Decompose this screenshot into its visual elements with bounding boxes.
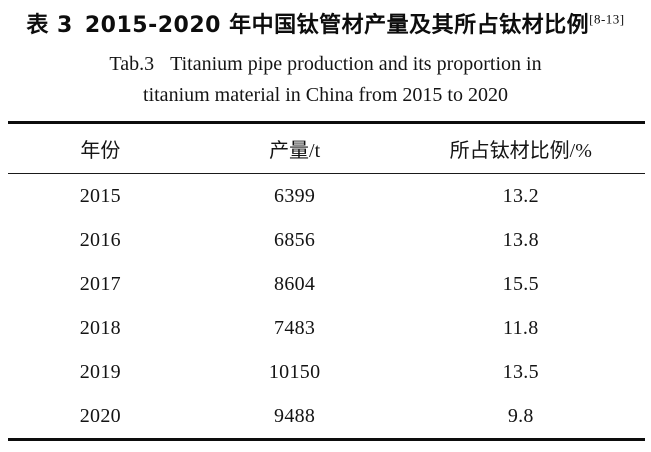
cell-production: 6399 <box>274 184 316 207</box>
cell-year: 2018 <box>79 316 121 339</box>
table-row: 2019 10150 13.5 <box>8 350 645 394</box>
header-year: 年份 <box>8 122 193 174</box>
cell-proportion: 13.8 <box>502 228 539 251</box>
caption-en-line1: Tab.3 Titanium pipe production and its pr… <box>0 49 651 80</box>
table-row: 2015 6399 13.2 <box>8 174 645 219</box>
cell-production: 7483 <box>274 316 316 339</box>
cell-year: 2016 <box>79 228 121 251</box>
cell-proportion: 13.5 <box>502 360 539 383</box>
table-row: 2020 9488 9.8 <box>8 394 645 440</box>
table-header-row: 年份 产量/t 所占钛材比例/% <box>8 122 645 174</box>
cell-proportion: 11.8 <box>503 316 539 339</box>
cell-production: 8604 <box>274 272 316 295</box>
cell-production: 10150 <box>268 360 321 383</box>
table-row: 2016 6856 13.8 <box>8 218 645 262</box>
header-production: 产量/t <box>192 122 397 174</box>
table-caption-english: Tab.3 Titanium pipe production and its pr… <box>0 49 651 111</box>
cell-production: 6856 <box>274 228 316 251</box>
data-table: 年份 产量/t 所占钛材比例/% 2015 6399 13.2 2016 6856 13.… <box>8 121 645 441</box>
citation-superscript: [8-13] <box>589 11 625 27</box>
table-body: 2015 6399 13.2 2016 6856 13.8 2017 8604 15.5 2018… <box>8 174 645 440</box>
table-caption-chinese: 表 3 2015-2020 年中国钛管材产量及其所占钛材比例[8-13] <box>0 0 651 39</box>
cell-proportion: 13.2 <box>502 184 539 207</box>
cell-year: 2019 <box>79 360 121 383</box>
caption-en-line2: titanium material in China from 2015 to … <box>143 84 508 106</box>
caption-en-line1-text: Titanium pipe production and its proport… <box>170 53 542 75</box>
table-number-cn: 表 3 <box>26 13 73 38</box>
cell-proportion: 15.5 <box>502 272 539 295</box>
cell-year: 2017 <box>79 272 121 295</box>
cell-year: 2020 <box>79 404 121 427</box>
table-number-en: Tab.3 <box>109 53 155 75</box>
cell-production: 9488 <box>274 404 316 427</box>
table-header: 年份 产量/t 所占钛材比例/% <box>8 122 645 174</box>
header-proportion: 所占钛材比例/% <box>396 122 645 174</box>
cell-year: 2015 <box>79 184 121 207</box>
table-row: 2018 7483 11.8 <box>8 306 645 350</box>
cell-proportion: 9.8 <box>507 404 534 427</box>
table-title-cn-text: 2015-2020 年中国钛管材产量及其所占钛材比例 <box>84 13 590 38</box>
table-row: 2017 8604 15.5 <box>8 262 645 306</box>
